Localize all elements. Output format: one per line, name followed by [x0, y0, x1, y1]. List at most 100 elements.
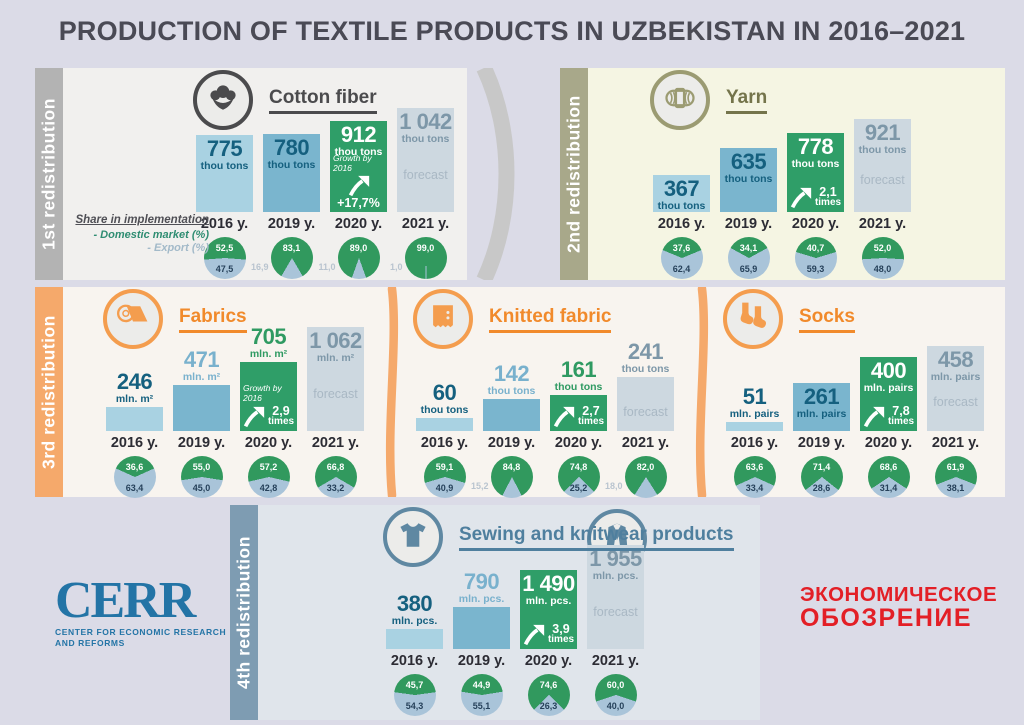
year-column-2016-y: 380 mln. pcs. 2016 y. 45,7 54,3: [383, 545, 446, 716]
year-column-2019-y: 780 thou tons 2019 y. 83,1 16,9: [251, 108, 323, 279]
year-label: 2019 y.: [267, 216, 316, 232]
year-column-2021-y: forecast 241 thou tons 2021 y. 82,0 18,0: [605, 327, 677, 498]
forecast-label: forecast: [313, 387, 358, 402]
bar-2019-y: [173, 385, 230, 431]
pie-circle: [660, 237, 703, 279]
bar-zone: 51 mln. pairs: [723, 327, 786, 431]
growth-arrow-icon: [863, 406, 885, 428]
export-share-label: 42,8: [259, 483, 278, 493]
product-icon-badge: [413, 289, 473, 349]
value-number: 246: [116, 368, 153, 394]
export-share-label: 40,9: [435, 483, 454, 493]
bar-2021-y: 1 042 thou tons forecast: [397, 108, 454, 212]
section-label: 4th redistribution: [230, 505, 258, 720]
pie-circle: [247, 456, 290, 498]
value-number: 241: [627, 338, 664, 364]
value-number: 790: [463, 568, 500, 594]
product-title: Knitted fabric: [489, 306, 612, 333]
value-number: 921: [864, 120, 901, 145]
pie-circle: [113, 456, 156, 498]
product-header: Knitted fabric: [413, 289, 612, 349]
growth-arrow-icon: [348, 175, 370, 197]
section-2nd-redistribution: 2nd redistribution Yarn 367 thou tons 2016 y…: [560, 68, 1005, 280]
year-column-2019-y: 261 mln. pairs 2019 y. 71,4 28,6: [790, 327, 853, 498]
export-share-label: 47,5: [215, 264, 234, 274]
pie-chart: 34,1 65,9: [727, 237, 770, 279]
pie-chart: 57,2 42,8: [247, 456, 290, 498]
product-title: Sewing and knitwear products: [459, 524, 734, 551]
value-unit: thou tons: [554, 380, 603, 393]
export-share-label: 45,0: [192, 483, 211, 493]
year-label: 2016 y.: [657, 216, 706, 232]
domestic-share-label: 74,6: [539, 680, 558, 690]
yarn-icon: [662, 80, 698, 121]
year-column-2019-y: 142 thou tons 2019 y. 84,8 15,2: [471, 327, 543, 498]
economic-review-line1: ЭКОНОМИЧЕСКОЕ: [800, 583, 998, 606]
knitted-icon: [425, 299, 461, 340]
section-content: Yarn 367 thou tons 2016 y. 37,6 62,4 635 thou t…: [588, 68, 1005, 280]
value-number: 400: [870, 358, 907, 383]
year-column-2020-y: 400 mln. pairs 7,8 times 2020 y. 68,6 31,4: [857, 327, 920, 498]
pie-circle: [800, 456, 843, 498]
growth-suffix: times: [887, 416, 915, 427]
bar-zone: 1 042 thou tons forecast: [394, 108, 457, 212]
domestic-share-label: 71,4: [812, 462, 831, 472]
year-column-2021-y: 1 955 mln. pcs. forecast 2021 y. 60,0 40,0: [584, 545, 647, 716]
pie-chart: 60,0 40,0: [594, 674, 637, 716]
value-unit: thou tons: [791, 158, 840, 170]
value-number: 635: [730, 149, 767, 174]
bar-zone: 458 mln. pairs forecast: [924, 327, 987, 431]
bar-zone: 921 thou tons forecast: [851, 108, 914, 212]
pie-chart: 40,7 59,3: [794, 237, 837, 279]
value-label: 142 thou tons: [475, 362, 548, 397]
growth-arrow-icon: [553, 406, 575, 428]
product-group-yarn: Yarn 367 thou tons 2016 y. 37,6 62,4 635 thou t…: [650, 68, 918, 280]
bar-2020-y: 400 mln. pairs 7,8 times: [860, 357, 917, 431]
value-label: 51 mln. pairs: [718, 385, 791, 420]
value-label: 246 mln. m²: [98, 368, 171, 405]
growth-row: 7,8 times: [863, 404, 915, 429]
value-label: 261 mln. pairs: [788, 386, 855, 420]
year-column-2016-y: 51 mln. pairs 2016 y. 63,6 33,4: [723, 327, 786, 498]
section-label: 3rd redistribution: [35, 287, 63, 497]
pie-circle: [527, 674, 570, 716]
forecast-label: forecast: [860, 172, 905, 187]
value-number: 60: [432, 379, 457, 405]
domestic-share-label: 55,0: [192, 462, 211, 472]
growth-block: Growth by 2016 +17,7%: [333, 153, 384, 209]
product-header: Fabrics: [103, 289, 247, 349]
value-label: 1 955 mln. pcs.: [582, 548, 649, 582]
year-label: 2019 y.: [457, 653, 506, 669]
product-header: Sewing and knitwear products: [383, 507, 734, 567]
domestic-share-label: 59,1: [435, 462, 454, 472]
domestic-share-label: 60,0: [606, 680, 625, 690]
year-label: 2016 y.: [200, 216, 249, 232]
bar-2021-y: 921 thou tons forecast: [854, 119, 911, 212]
year-label: 2020 y.: [554, 435, 603, 451]
value-unit: mln. pairs: [863, 382, 914, 394]
year-column-2021-y: 458 mln. pairs forecast 2021 y. 61,9 38,1: [924, 327, 987, 498]
domestic-share-label: 37,6: [672, 243, 691, 253]
pie-chart: 99,0 1,0: [390, 237, 447, 279]
year-column-2016-y: 60 thou tons 2016 y. 59,1 40,9: [413, 327, 476, 498]
bar-2020-y: Growth by 2016 2,9 times: [240, 362, 297, 431]
pie-chart: 59,1 40,9: [423, 456, 466, 498]
value-label: 241 thou tons: [609, 338, 682, 375]
cerr-logo: CERR CENTER FOR ECONOMIC RESEARCH AND RE…: [55, 574, 230, 649]
bar-2020-y: 1 490 mln. pcs. 3,9 times: [520, 570, 577, 649]
domestic-share-label: 52,0: [873, 243, 892, 253]
growth-row: 3,9 times: [523, 622, 574, 647]
product-title: Fabrics: [179, 306, 247, 333]
domestic-share-label: 63,6: [745, 462, 764, 472]
growth-block: Growth by 2016 2,9 times: [243, 383, 295, 428]
value-number: 775: [206, 136, 243, 161]
growth-suffix: times: [267, 416, 295, 427]
bar-zone: Growth by 2016 2,9 times 705 mln. m²: [237, 325, 300, 431]
value-number: 780: [273, 135, 310, 160]
section-content: Cotton fiber 775 thou tons 2016 y. 52,5 47,5 7…: [63, 68, 467, 280]
domestic-share-label: 84,8: [502, 462, 521, 472]
product-header: Yarn: [650, 70, 768, 130]
growth-row: 2,7 times: [553, 404, 604, 429]
year-label: 2020 y.: [791, 216, 840, 232]
value-number: 1 042: [399, 109, 452, 134]
